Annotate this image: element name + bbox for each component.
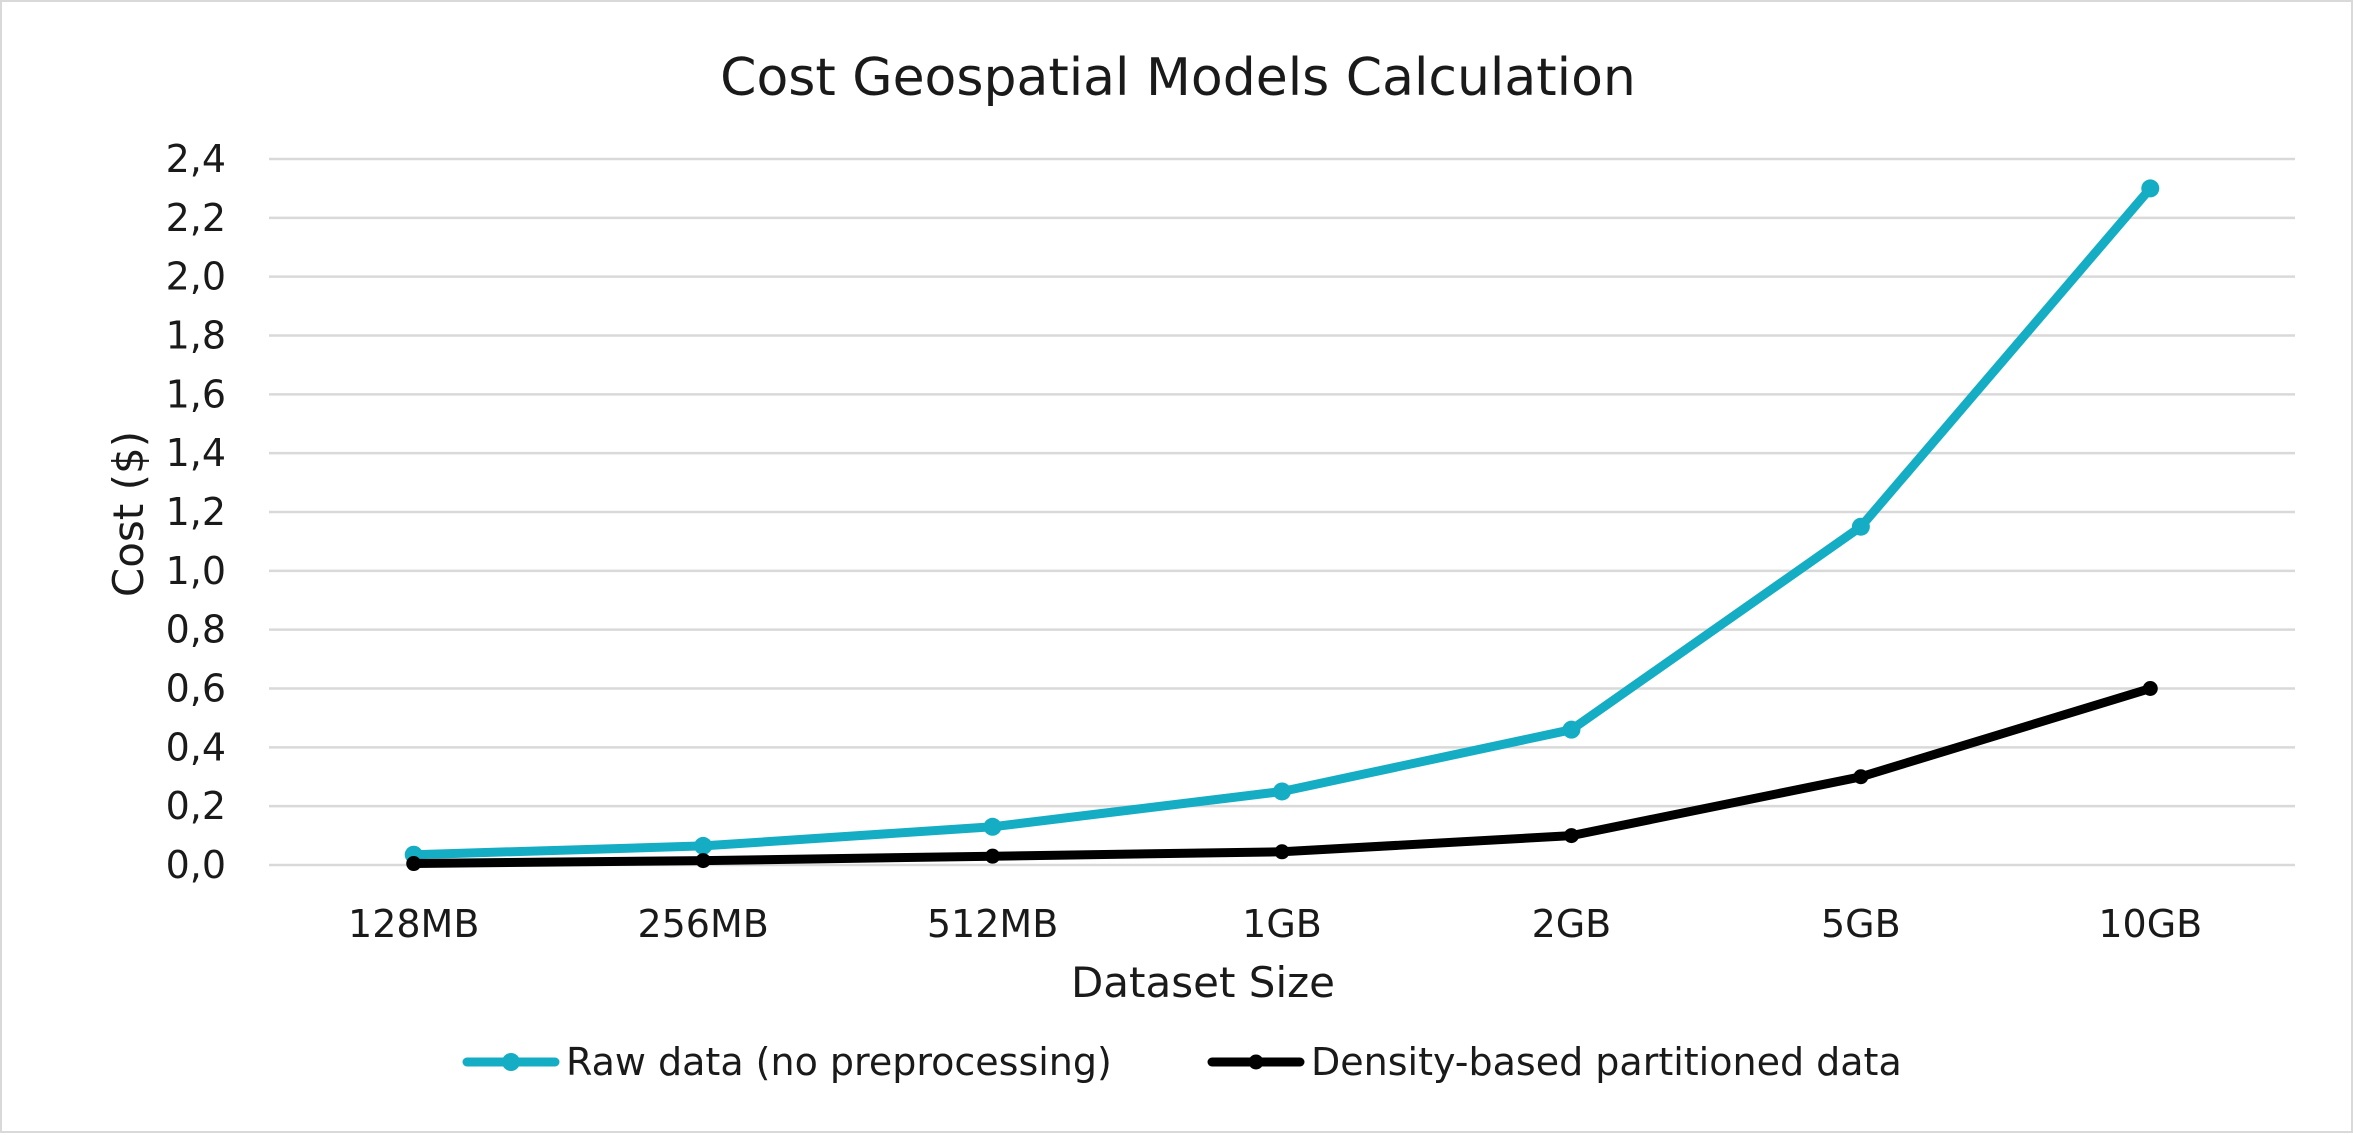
x-tick-label: 2GB [1532, 902, 1612, 946]
y-tick-label: 1,2 [166, 490, 226, 534]
y-tick-label: 0,4 [166, 725, 226, 769]
data-point [985, 848, 1001, 864]
y-tick-label: 2,0 [166, 255, 226, 299]
y-axis-title: Cost ($) [104, 431, 153, 597]
data-point [1274, 844, 1290, 860]
data-point [1563, 828, 1579, 844]
x-tick-label: 5GB [1821, 902, 1901, 946]
legend: Raw data (no preprocessing) Density-based… [462, 1040, 1902, 1084]
y-tick-label: 1,4 [166, 431, 226, 475]
x-tick-label: 1GB [1242, 902, 1322, 946]
series-layer [404, 179, 2160, 872]
legend-item: Density-based partitioned data [1207, 1040, 1902, 1084]
legend-swatch-marker [1248, 1054, 1264, 1070]
series-1 [404, 179, 2160, 864]
data-point [1562, 720, 1581, 739]
x-axis-title: Dataset Size [1071, 958, 1335, 1007]
x-tick-label: 128MB [348, 902, 479, 946]
data-point [406, 856, 422, 872]
legend-label: Raw data (no preprocessing) [566, 1040, 1112, 1084]
data-point [1273, 782, 1291, 801]
data-point [694, 836, 713, 855]
series-line [409, 183, 2155, 860]
y-tick-label: 0,8 [166, 608, 226, 652]
x-tick-label: 256MB [637, 902, 768, 946]
chart-title: Cost Geospatial Models Calculation [720, 48, 1636, 108]
data-point [1851, 517, 1870, 536]
legend-swatch-marker [502, 1053, 520, 1071]
series-2 [406, 681, 2158, 872]
y-tick-label: 0,2 [166, 784, 226, 828]
y-tick-label: 1,6 [166, 372, 226, 416]
legend-label: Density-based partitioned data [1311, 1040, 1902, 1084]
y-tick-label: 0,0 [166, 843, 226, 887]
y-tick-label: 1,8 [166, 314, 226, 358]
y-tick-label: 0,6 [166, 667, 226, 711]
data-point [695, 853, 711, 869]
x-tick-label: 10GB [2098, 902, 2202, 946]
y-axis-ticks: 0,0 0,2 0,4 0,6 0,8 1,0 1,2 1,4 1,6 1,8 2,0 2,2 2,4 [166, 137, 226, 887]
data-point [983, 817, 1002, 836]
y-tick-label: 1,0 [166, 549, 226, 593]
data-point [1853, 769, 1869, 785]
grid [269, 157, 2295, 867]
data-point [2142, 681, 2158, 696]
x-axis-ticks: 128MB 256MB 512MB 1GB 2GB 5GB 10GB [348, 902, 2202, 946]
x-tick-label: 512MB [927, 902, 1058, 946]
y-tick-label: 2,4 [166, 137, 226, 181]
series-line [409, 684, 2155, 868]
legend-item: Raw data (no preprocessing) [462, 1040, 1112, 1084]
data-point [2141, 179, 2160, 198]
y-tick-label: 2,2 [166, 196, 226, 240]
